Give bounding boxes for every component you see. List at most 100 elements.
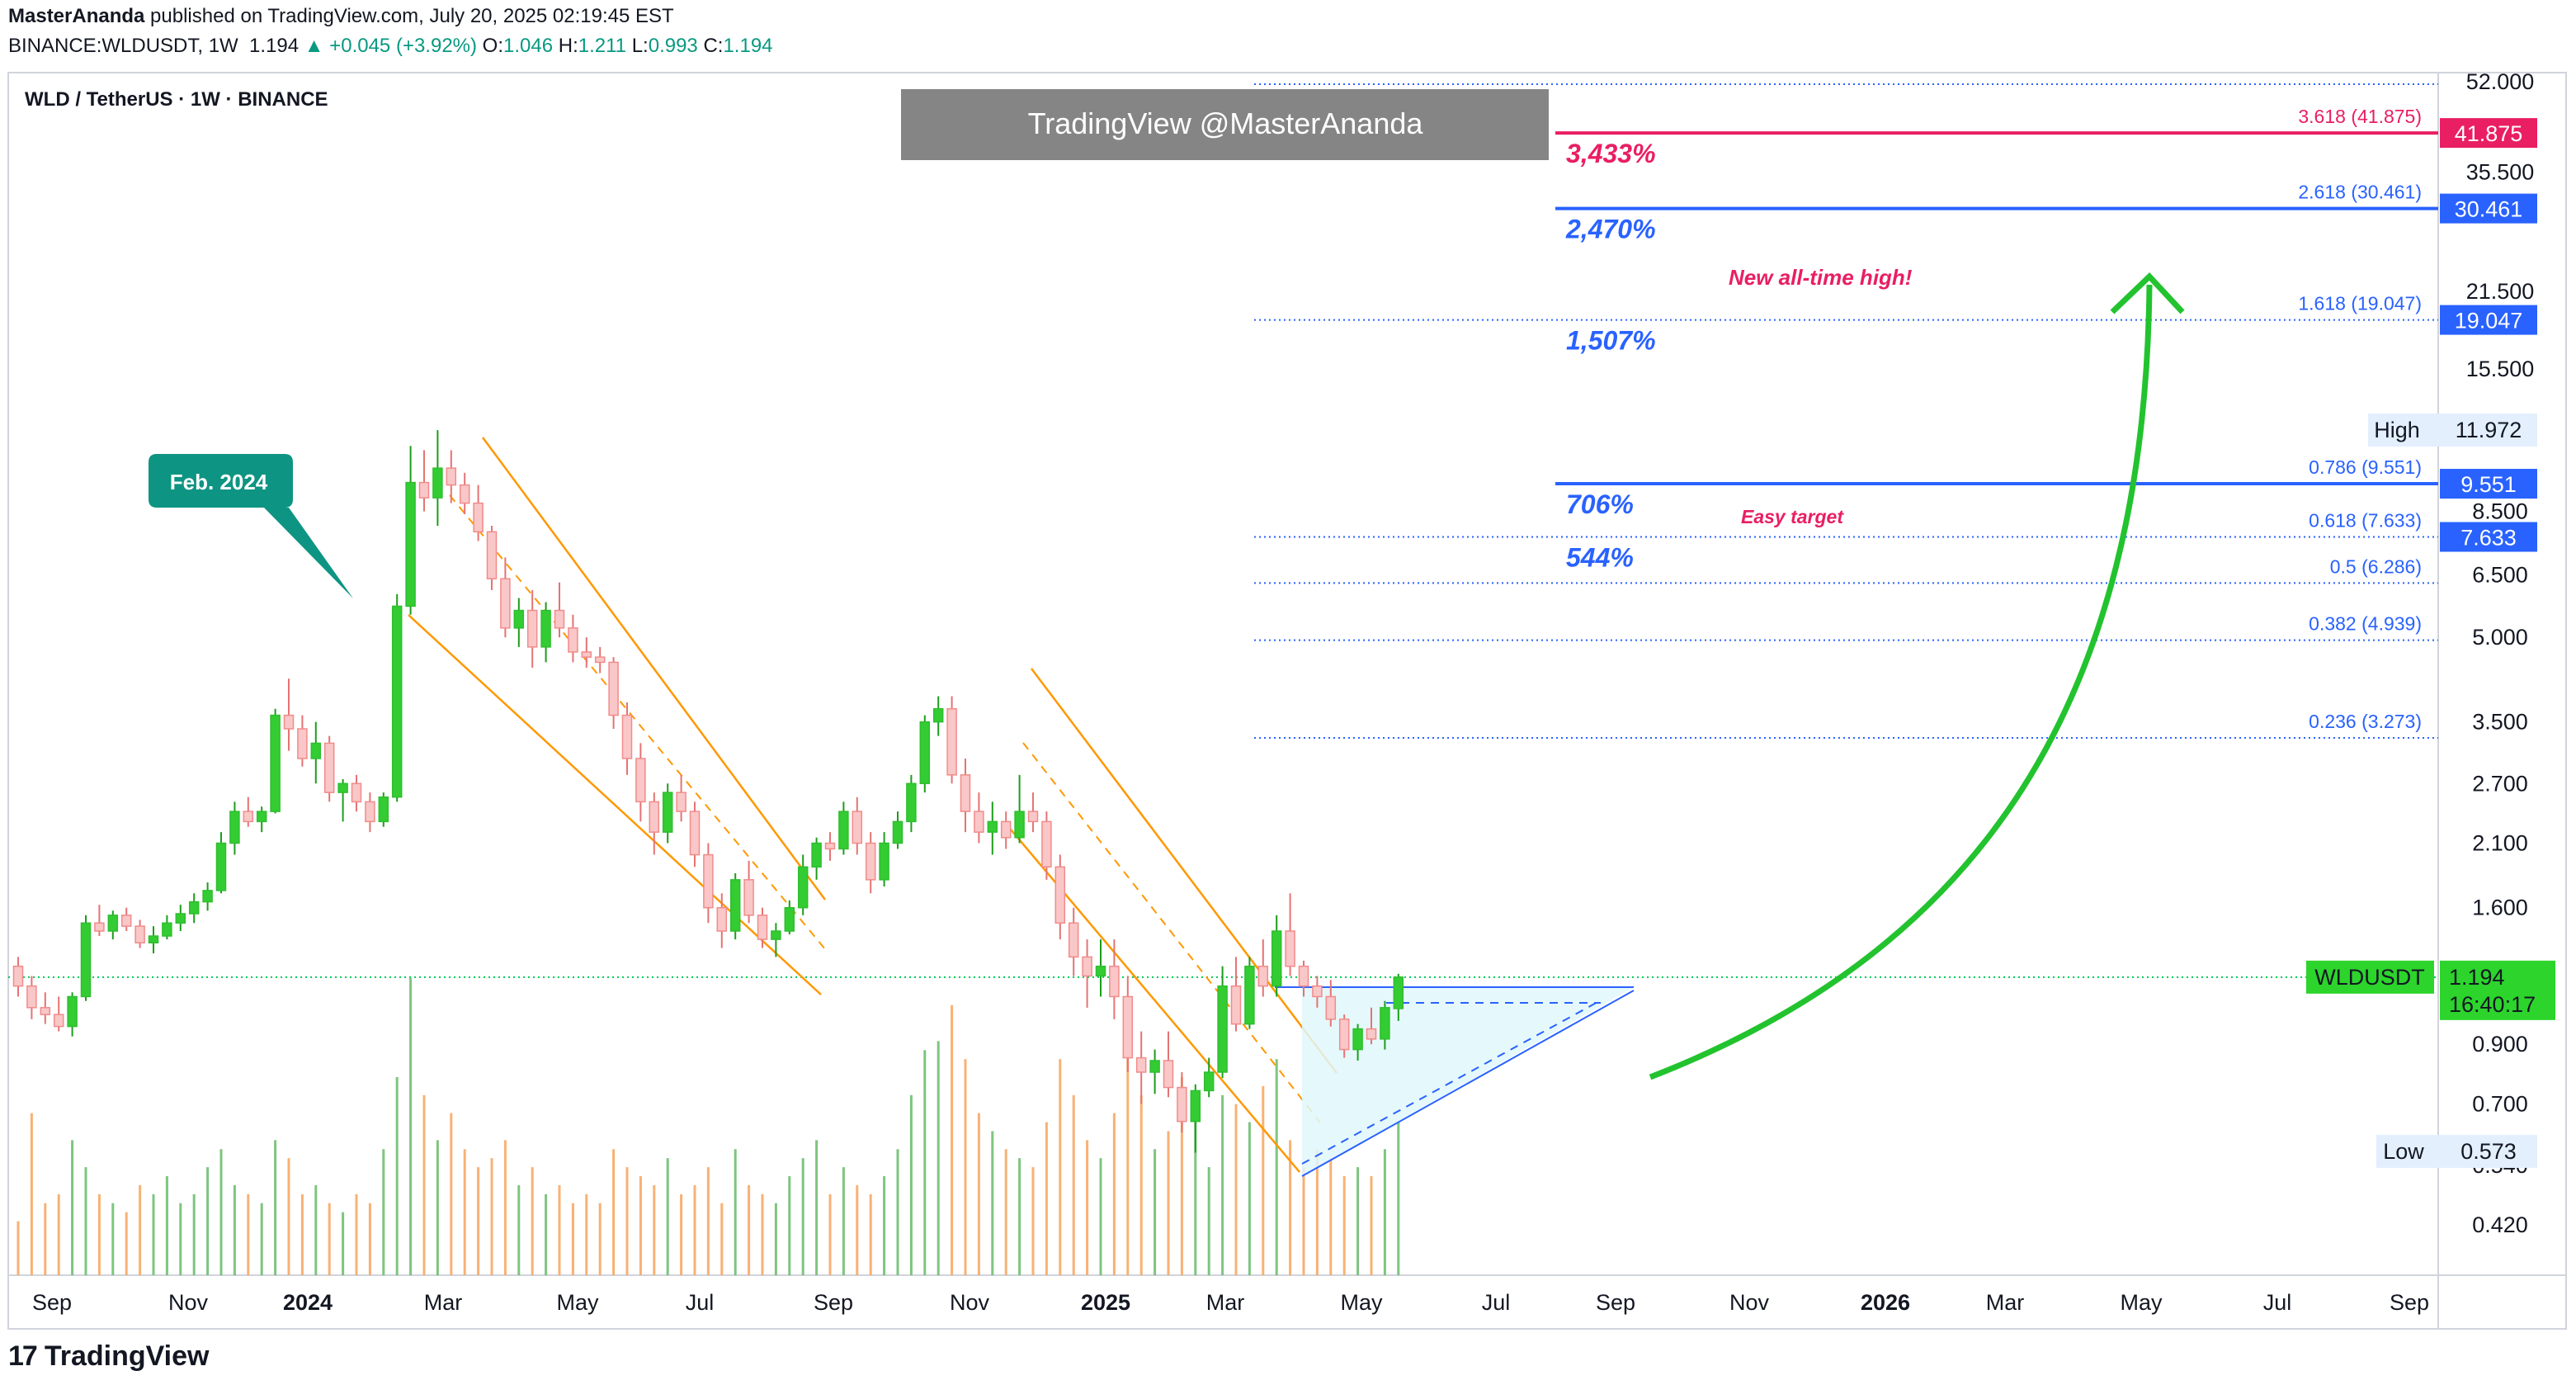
- candle-body: [932, 707, 944, 723]
- triangle-support-line: [1301, 990, 1635, 1177]
- volume-bar: [233, 1184, 236, 1275]
- volume-bar: [883, 1176, 886, 1275]
- candle-body: [1325, 995, 1337, 1020]
- volume-bar: [1180, 1077, 1183, 1275]
- published-text: published on TradingView.com, July 20, 2…: [150, 5, 674, 27]
- last-price: 1.194: [249, 35, 300, 57]
- volume-bar: [1059, 1059, 1062, 1275]
- volume-bar: [192, 1194, 196, 1275]
- volume-bar: [842, 1167, 845, 1275]
- volume-bar: [1031, 1167, 1035, 1275]
- watermark-text: TradingView @MasterAnanda: [1028, 106, 1424, 140]
- volume-bar: [1139, 1094, 1143, 1275]
- volume-bar: [748, 1184, 751, 1275]
- price-tick-label: 5.000: [2472, 625, 2528, 650]
- volume-bar: [653, 1184, 656, 1275]
- candle-body: [906, 782, 917, 823]
- price-tag-bg: [2440, 118, 2537, 149]
- volume-bar: [625, 1167, 629, 1275]
- price-tick-label: 0.900: [2472, 1032, 2528, 1056]
- price-tag-bg: [2440, 305, 2537, 335]
- candle-body: [40, 1007, 51, 1015]
- candle-body: [1082, 956, 1092, 977]
- candle-body: [1257, 965, 1269, 987]
- candle-body: [1000, 820, 1012, 839]
- candle-body: [459, 484, 470, 504]
- candle-body: [1109, 965, 1120, 998]
- volume-bar: [585, 1194, 588, 1275]
- volume-bar: [274, 1140, 277, 1275]
- time-tick-label: Sep: [2390, 1290, 2429, 1315]
- fib-level-label: 0.5 (6.286): [2330, 555, 2422, 577]
- candle-body: [974, 811, 984, 833]
- symbol-tag-bg: [2306, 960, 2434, 994]
- tradingview-logo[interactable]: 17 TradingView: [8, 1340, 209, 1373]
- fib-level-label: 0.618 (7.633): [2309, 509, 2422, 531]
- price-tag-label: 41.875: [2455, 121, 2523, 146]
- candle-body: [608, 661, 619, 716]
- volume-bar: [1370, 1176, 1373, 1275]
- time-tick-label: Jul: [686, 1290, 715, 1315]
- time-tick-label: Sep: [1596, 1290, 1635, 1315]
- price-tick-label: 21.500: [2466, 279, 2535, 304]
- high-marker-bg: [2368, 414, 2537, 447]
- candle-body: [1230, 985, 1242, 1025]
- candle-body: [26, 985, 37, 1009]
- candle-body: [134, 925, 145, 943]
- low-marker-label: Low: [2383, 1139, 2424, 1164]
- candle-body: [432, 467, 443, 499]
- low-marker-price: 0.573: [2460, 1139, 2517, 1164]
- price-tick-label: 1.600: [2472, 896, 2528, 920]
- volume-bar: [450, 1113, 453, 1275]
- volume-bar: [1383, 1149, 1386, 1275]
- percent-gain-label: 3,433%: [1566, 139, 1656, 168]
- low-value: 0.993: [648, 35, 698, 57]
- price-tick-label: 6.500: [2472, 563, 2528, 588]
- volume-bar: [1248, 1122, 1251, 1275]
- candle-body: [256, 811, 267, 823]
- volume-bar: [477, 1167, 480, 1275]
- candle-body: [351, 782, 362, 803]
- volume-bar: [693, 1184, 696, 1275]
- candle-body: [811, 842, 822, 868]
- fib-level-label: 0.786 (9.551): [2309, 456, 2422, 478]
- volume-bar: [1167, 1131, 1170, 1275]
- candle-body: [716, 906, 728, 932]
- candle-body: [229, 811, 240, 844]
- candle-body: [1163, 1060, 1174, 1089]
- candle-body: [797, 866, 809, 909]
- volume-bar: [368, 1203, 371, 1275]
- volume-bar: [71, 1140, 74, 1275]
- candle-body: [473, 502, 484, 533]
- price-tick-label: 2.700: [2472, 771, 2528, 796]
- volume-bar: [314, 1184, 318, 1275]
- volume-bar: [57, 1194, 60, 1275]
- volume-bar: [951, 1004, 954, 1275]
- volume-bar: [328, 1203, 331, 1275]
- fib-level-label: 1.618 (19.047): [2298, 293, 2422, 314]
- volume-bar: [1315, 1149, 1319, 1275]
- volume-bar: [828, 1194, 832, 1275]
- volume-bar: [815, 1140, 819, 1275]
- callout-feb-2024: [149, 454, 353, 598]
- candle-body: [1271, 930, 1282, 987]
- author-name[interactable]: MasterAnanda: [8, 5, 145, 27]
- candle-body: [568, 627, 578, 653]
- current-price-countdown: 16:40:17: [2449, 992, 2536, 1017]
- publisher-line: MasterAnanda published on TradingView.co…: [8, 5, 674, 28]
- price-tick-label: 3.500: [2472, 710, 2528, 735]
- ohlc-line: BINANCE:WLDUSDT, 1W 1.194 ▲ +0.045 (+3.9…: [8, 35, 773, 58]
- volume-bar: [44, 1203, 47, 1275]
- candle-body: [824, 842, 836, 850]
- candle-body: [446, 467, 457, 486]
- time-tick-label: Jul: [2263, 1290, 2292, 1315]
- candle-body: [486, 531, 498, 579]
- volume-bar: [395, 1077, 399, 1275]
- change-text: ▲ +0.045 (+3.92%): [304, 35, 477, 57]
- candle-body: [703, 853, 714, 909]
- candle-body: [526, 609, 538, 648]
- candle-body: [175, 913, 186, 924]
- volume-bar: [517, 1184, 521, 1275]
- price-tag-label: 9.551: [2460, 472, 2517, 497]
